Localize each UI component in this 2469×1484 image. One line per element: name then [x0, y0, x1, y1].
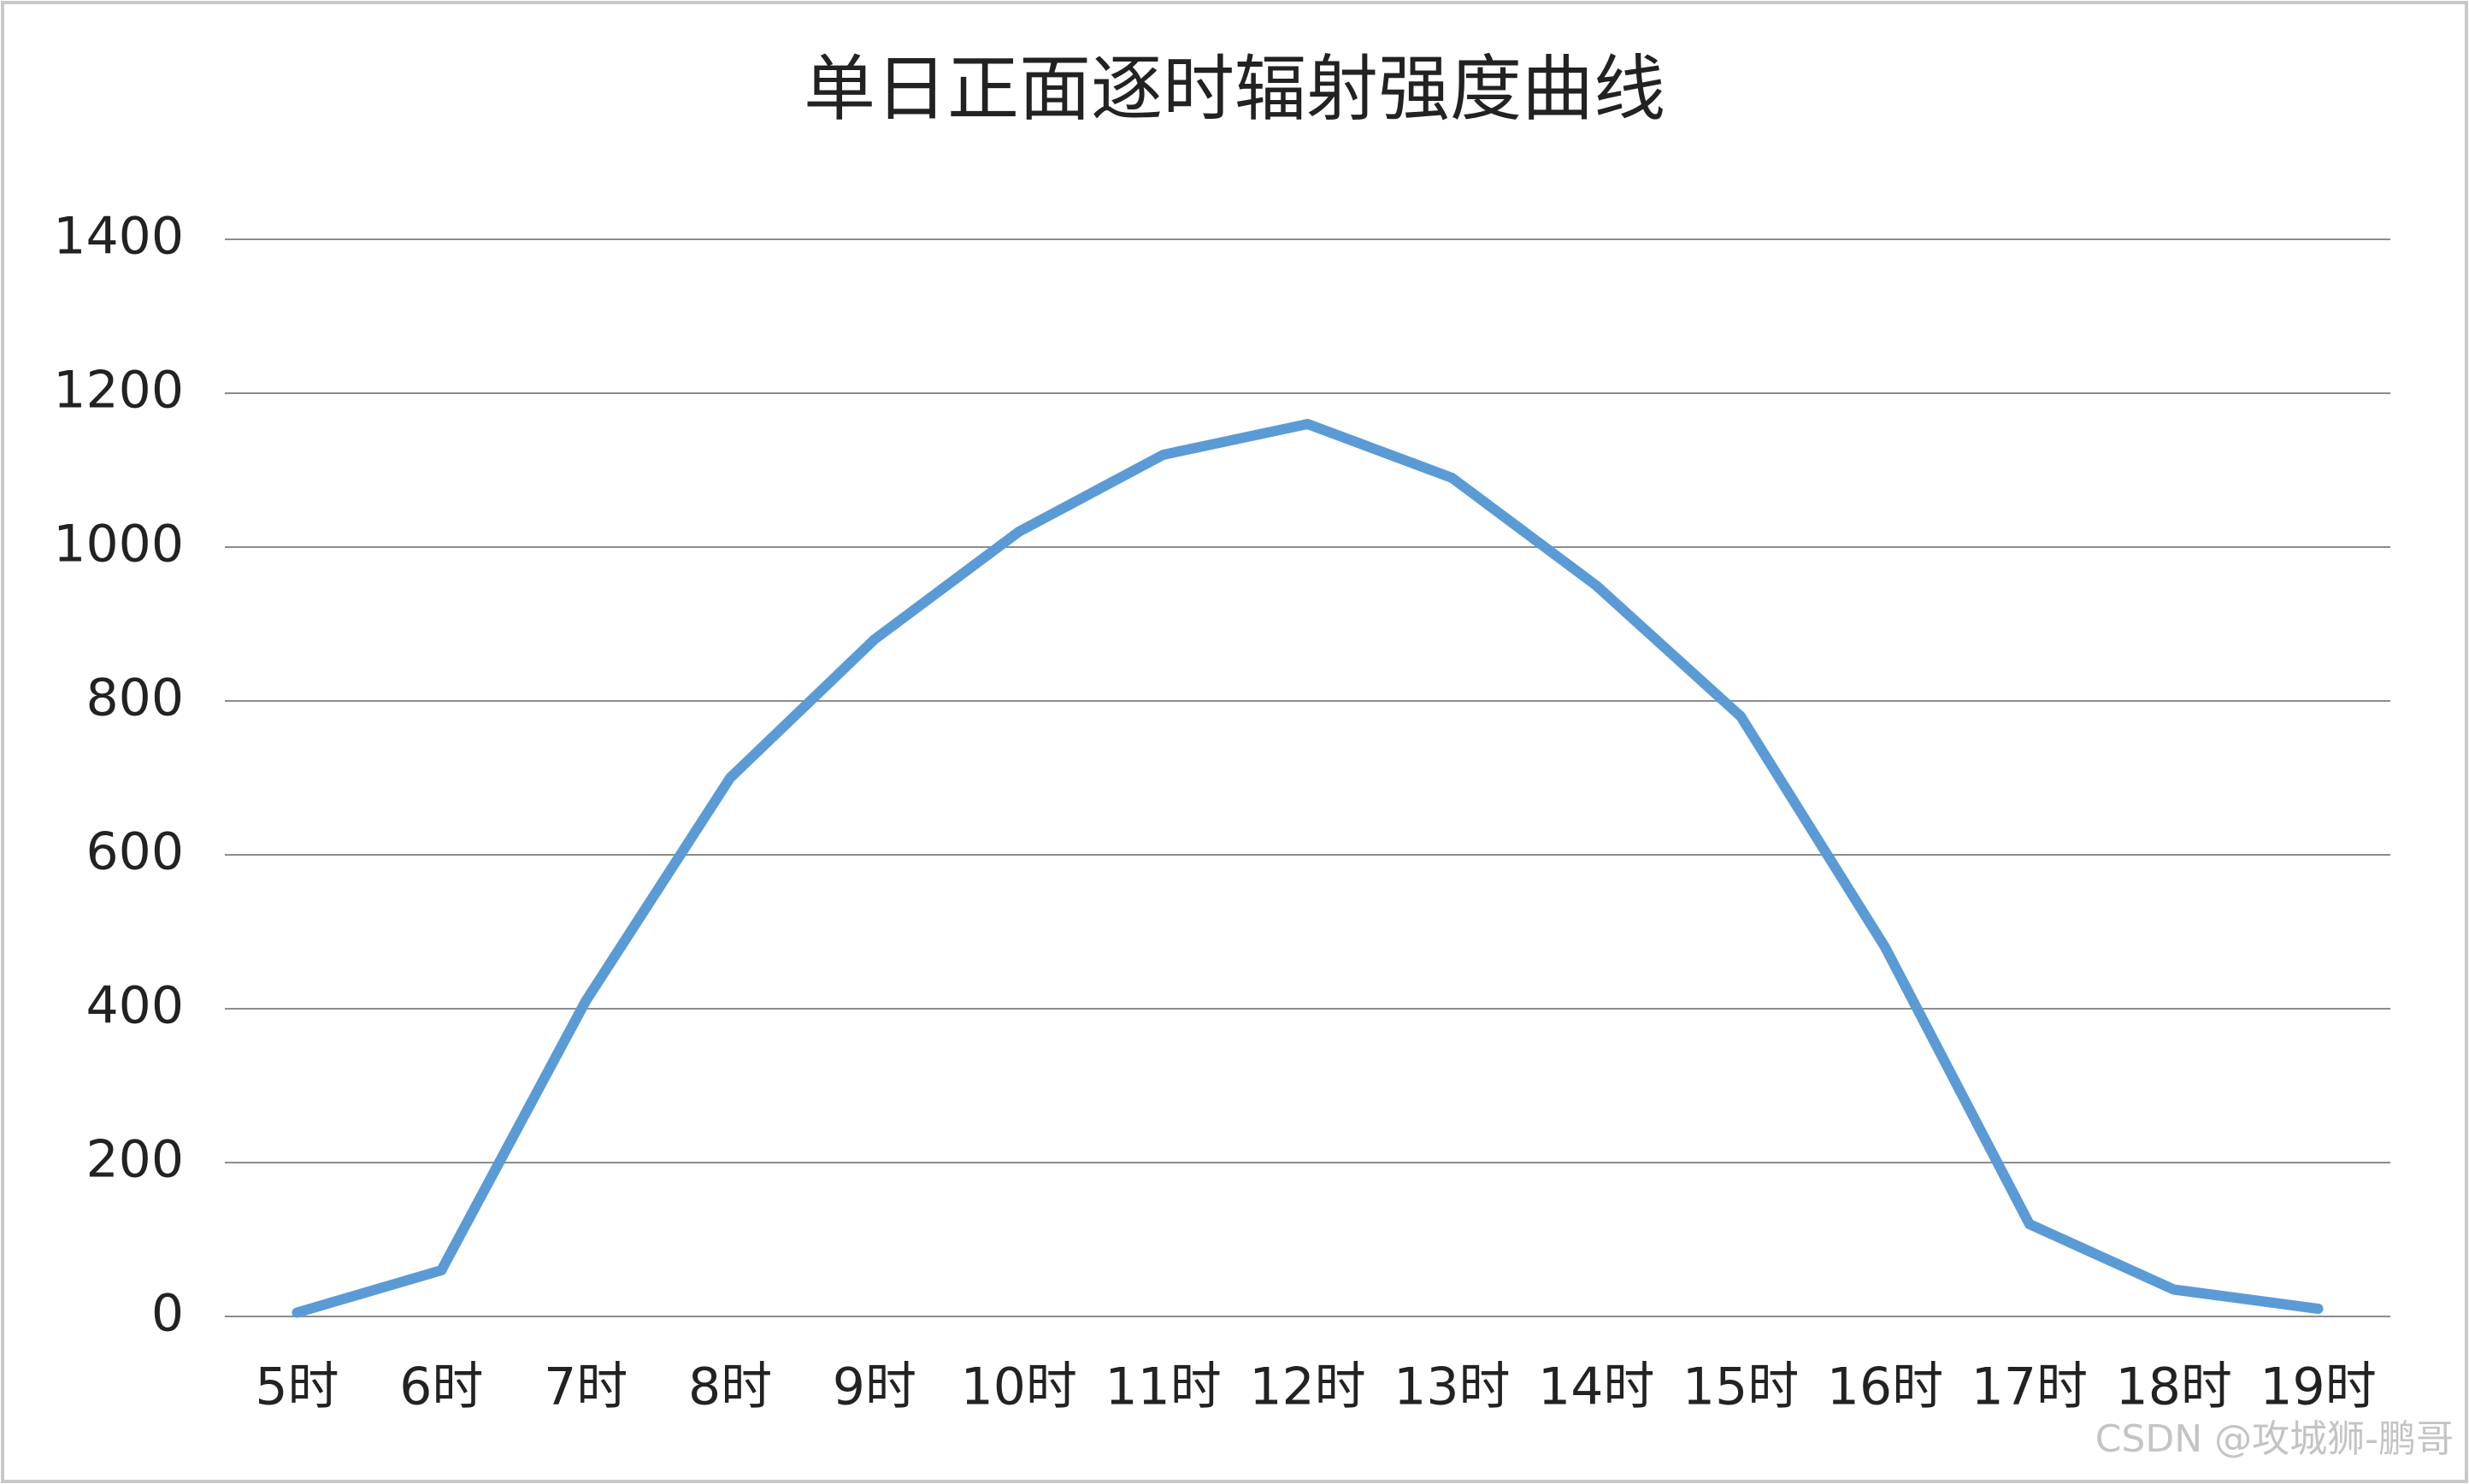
x-tick-label: 18时 [2116, 1357, 2232, 1417]
y-tick-label: 400 [85, 976, 184, 1036]
x-tick-label: 6时 [399, 1357, 483, 1417]
chart-title: 单日正面逐时辐射强度曲线 [804, 47, 1665, 131]
x-tick-label: 17时 [1971, 1357, 2088, 1417]
watermark: CSDN @攻城狮-鹏哥 [2095, 1417, 2454, 1461]
y-tick-label: 1400 [53, 207, 184, 267]
data-line [292, 419, 2324, 1318]
x-tick-label: 15时 [1682, 1357, 1799, 1417]
y-tick-label: 1200 [53, 361, 184, 421]
y-tick-label: 800 [85, 668, 184, 728]
x-tick-label: 16时 [1827, 1357, 1943, 1417]
y-tick-label: 1000 [53, 515, 184, 574]
x-tick-label: 10时 [961, 1357, 1077, 1417]
x-tick-label: 8时 [688, 1357, 772, 1417]
x-tick-label: 19时 [2260, 1357, 2376, 1417]
x-tick-label: 5时 [255, 1357, 339, 1417]
x-tick-label: 13时 [1394, 1357, 1510, 1417]
y-tick-label: 200 [85, 1130, 184, 1190]
y-tick-label: 600 [85, 822, 184, 882]
x-tick-label: 7时 [544, 1357, 628, 1417]
x-tick-label: 11时 [1105, 1357, 1221, 1417]
x-tick-label: 14时 [1538, 1357, 1654, 1417]
x-tick-label: 12时 [1249, 1357, 1365, 1417]
x-tick-label: 9时 [833, 1357, 916, 1417]
y-tick-label: 0 [151, 1284, 184, 1344]
